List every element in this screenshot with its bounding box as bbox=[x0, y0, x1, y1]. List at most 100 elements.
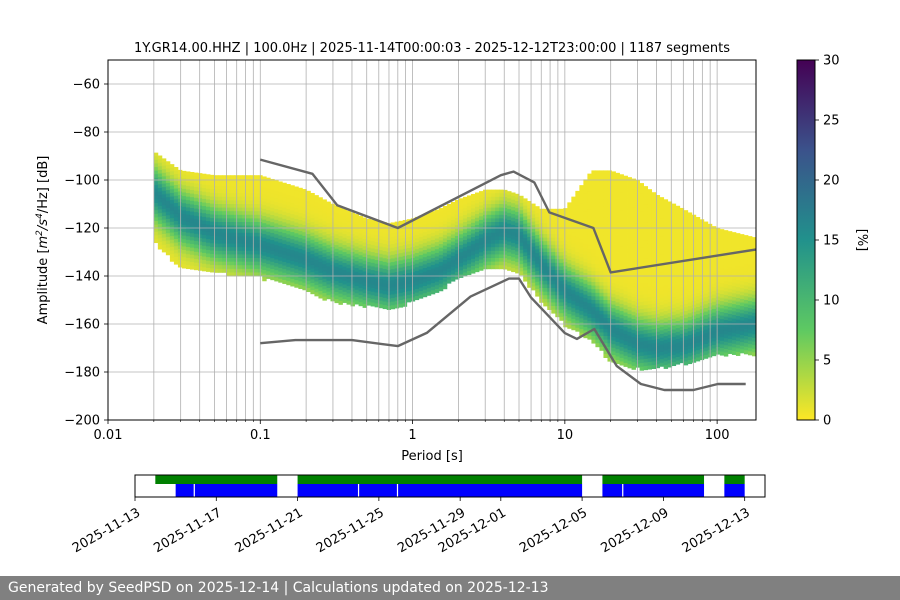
density-cell bbox=[595, 296, 600, 301]
density-cell bbox=[523, 205, 528, 210]
density-cell bbox=[683, 220, 689, 225]
density-cell bbox=[246, 229, 251, 234]
density-cell bbox=[747, 272, 753, 277]
density-cell bbox=[611, 200, 616, 205]
density-cell bbox=[394, 239, 400, 244]
density-cell bbox=[318, 251, 323, 256]
density-cell bbox=[487, 250, 492, 255]
density-cell bbox=[286, 220, 291, 225]
density-cell bbox=[414, 252, 420, 257]
density-cell bbox=[639, 269, 644, 274]
density-cell bbox=[218, 254, 223, 259]
density-cell bbox=[458, 205, 464, 210]
density-cell bbox=[314, 231, 319, 236]
density-cell bbox=[290, 199, 295, 204]
density-cell bbox=[579, 253, 584, 258]
timeline-frame bbox=[134, 474, 766, 498]
density-cell bbox=[366, 229, 372, 234]
density-cell bbox=[390, 262, 396, 267]
density-cell bbox=[575, 237, 580, 242]
density-cell bbox=[346, 239, 351, 244]
density-cell bbox=[185, 189, 191, 194]
density-cell bbox=[655, 321, 661, 325]
density-cell bbox=[571, 236, 576, 241]
density-cell bbox=[286, 241, 291, 246]
density-cell bbox=[527, 254, 532, 259]
density-cell bbox=[663, 235, 669, 240]
density-cell bbox=[242, 272, 247, 277]
density-cell bbox=[414, 278, 420, 283]
density-cell bbox=[731, 268, 737, 273]
density-cell bbox=[226, 204, 231, 208]
density-cell bbox=[262, 270, 267, 275]
density-cell bbox=[599, 296, 604, 301]
density-cell bbox=[651, 231, 657, 236]
density-cell bbox=[715, 282, 721, 287]
density-cell bbox=[314, 281, 319, 286]
density-cell bbox=[519, 242, 524, 247]
density-cell bbox=[671, 358, 677, 363]
density-cell bbox=[350, 291, 355, 296]
density-cell bbox=[161, 208, 167, 213]
density-cell bbox=[278, 246, 283, 251]
density-cell bbox=[567, 205, 572, 210]
density-cell bbox=[302, 275, 307, 280]
y-axis-label: Amplitude [m2/s4/Hz] [dB] bbox=[35, 156, 51, 325]
density-cell bbox=[735, 243, 741, 248]
density-cell bbox=[426, 248, 432, 253]
density-cell bbox=[310, 214, 315, 219]
density-cell bbox=[378, 250, 384, 255]
density-cell bbox=[687, 241, 693, 246]
density-cell bbox=[198, 255, 203, 260]
density-cell bbox=[202, 198, 207, 203]
density-cell bbox=[639, 197, 644, 202]
density-cell bbox=[611, 319, 616, 323]
density-cell bbox=[735, 247, 741, 252]
density-cell bbox=[366, 272, 372, 277]
density-cell bbox=[671, 221, 677, 226]
density-cell bbox=[675, 328, 681, 333]
density-cell bbox=[551, 309, 556, 314]
density-cell bbox=[751, 312, 756, 317]
density-cell bbox=[619, 296, 624, 301]
density-cell bbox=[751, 255, 756, 260]
density-cell bbox=[563, 316, 568, 321]
density-cell bbox=[667, 259, 673, 264]
density-cell bbox=[607, 202, 612, 207]
density-cell bbox=[559, 237, 564, 242]
density-cell bbox=[559, 208, 564, 213]
density-cell bbox=[450, 219, 456, 224]
density-cell bbox=[270, 186, 275, 191]
density-cell bbox=[607, 242, 612, 247]
density-cell bbox=[398, 271, 404, 276]
density-cell bbox=[286, 227, 291, 232]
density-cell bbox=[631, 250, 636, 255]
density-cell bbox=[599, 242, 604, 247]
density-cell bbox=[350, 223, 355, 228]
density-cell bbox=[479, 227, 484, 232]
density-cell bbox=[310, 218, 315, 223]
density-cell bbox=[671, 318, 677, 323]
density-cell bbox=[398, 303, 404, 308]
density-cell bbox=[611, 250, 616, 255]
density-cell bbox=[671, 344, 677, 349]
density-cell bbox=[222, 258, 227, 262]
density-cell bbox=[711, 236, 717, 241]
density-cell bbox=[723, 323, 729, 328]
density-cell bbox=[298, 234, 303, 239]
density-cell bbox=[651, 318, 657, 323]
density-cell bbox=[723, 330, 729, 335]
density-cell bbox=[270, 236, 275, 241]
density-cell bbox=[575, 194, 580, 199]
density-cell bbox=[631, 239, 636, 244]
density-cell bbox=[322, 257, 327, 262]
density-cell bbox=[619, 336, 624, 341]
density-cell bbox=[567, 263, 572, 268]
density-cell bbox=[354, 235, 359, 240]
density-cell bbox=[703, 304, 709, 309]
density-cell bbox=[535, 245, 540, 250]
density-cell bbox=[282, 189, 287, 194]
density-cell bbox=[238, 240, 243, 244]
density-cell bbox=[398, 285, 404, 290]
density-cell bbox=[687, 342, 693, 347]
